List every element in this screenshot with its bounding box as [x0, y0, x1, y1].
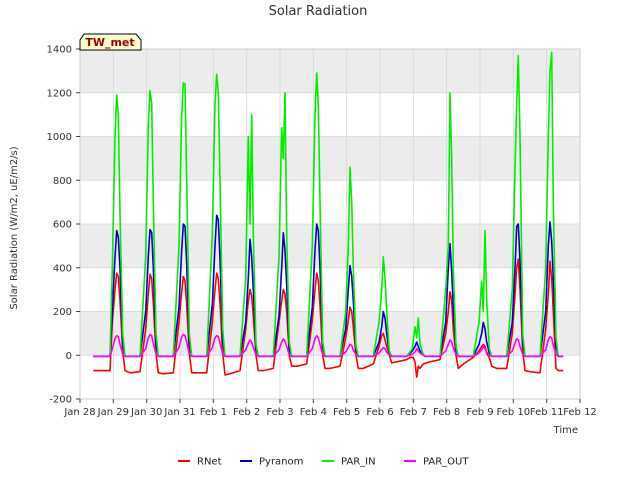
y-tick-label: 200 [53, 307, 72, 318]
x-tick-label: Jan 31 [163, 407, 195, 418]
y-tick-label: -200 [49, 395, 72, 406]
x-axis-ticks: Jan 28 Jan 29 Jan 30 Jan 31 Feb 1 Feb 2 Feb 3 F… [63, 399, 597, 418]
y-tick-label: 1400 [47, 45, 72, 56]
x-tick-label: Jan 28 [63, 407, 95, 418]
legend-item-rnet: RNet [178, 457, 222, 468]
chart-title: Solar Radiation [269, 4, 368, 19]
x-tick-label: Feb 4 [300, 407, 327, 418]
x-axis-label: Time [553, 425, 578, 436]
x-tick-label: Feb 9 [466, 407, 493, 418]
x-tick-label: Feb 12 [563, 407, 597, 418]
legend-label: PAR_OUT [423, 457, 469, 468]
y-tick-label: 800 [53, 176, 72, 187]
legend-item-pyranom: Pyranom [240, 457, 303, 468]
series-lines [93, 51, 564, 378]
y-axis-ticks: -200 0 200 400 600 800 1000 1200 1400 [47, 45, 80, 406]
legend: RNet Pyranom PAR_IN PAR_OUT [178, 457, 469, 468]
legend-item-par-out: PAR_OUT [404, 457, 469, 468]
x-tick-label: Feb 10 [497, 407, 531, 418]
x-tick-label: Feb 11 [530, 407, 564, 418]
x-tick-label: Feb 8 [433, 407, 460, 418]
x-tick-label: Feb 3 [266, 407, 293, 418]
plot-band [80, 49, 580, 93]
y-tick-label: 400 [53, 263, 72, 274]
station-badge: TW_met [79, 33, 142, 51]
plot-band [80, 311, 580, 356]
x-tick-label: Feb 5 [333, 407, 360, 418]
x-tick-label: Feb 1 [200, 407, 227, 418]
legend-label: RNet [197, 457, 222, 468]
series-par-out-line [93, 333, 564, 358]
x-tick-label: Jan 30 [130, 407, 162, 418]
y-tick-label: 1200 [47, 88, 72, 99]
y-tick-label: 0 [66, 351, 72, 362]
y-tick-label: 600 [53, 220, 72, 231]
plot-band [80, 136, 580, 181]
x-tick-label: Feb 7 [400, 407, 427, 418]
y-axis-label: Solar Radiation (W/m2, uE/m2/s) [9, 146, 20, 309]
badge-label: TW_met [85, 36, 134, 49]
legend-item-par-in: PAR_IN [322, 457, 376, 468]
x-tick-label: Feb 2 [233, 407, 260, 418]
badge-box [79, 33, 142, 51]
x-tick-label: Feb 6 [366, 407, 393, 418]
legend-label: Pyranom [259, 457, 303, 468]
legend-label: PAR_IN [341, 457, 376, 468]
y-tick-label: 1000 [47, 132, 72, 143]
x-tick-label: Jan 29 [97, 407, 129, 418]
plot-band [80, 224, 580, 268]
